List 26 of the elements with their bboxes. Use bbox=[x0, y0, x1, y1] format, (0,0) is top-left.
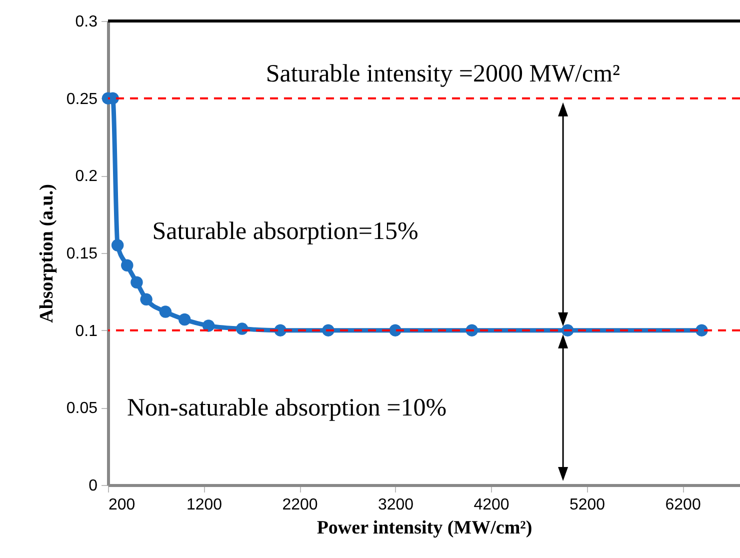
x-tick-label: 5200 bbox=[569, 496, 606, 514]
point bbox=[178, 313, 191, 326]
annotation: Saturable absorption=15% bbox=[152, 218, 418, 246]
y-tick-label: 0.2 bbox=[75, 168, 98, 186]
y-axis-title: Absorption (a.u.) bbox=[36, 184, 58, 323]
x-tick-label: 1200 bbox=[186, 496, 222, 514]
x-axis-title: Power intensity (MW/cm²) bbox=[316, 518, 532, 538]
point bbox=[111, 239, 124, 252]
point bbox=[159, 306, 172, 318]
y-tick-label: 0.05 bbox=[66, 400, 98, 418]
point bbox=[140, 293, 152, 306]
y-tick-label: 0.3 bbox=[75, 14, 98, 30]
y-tick-label: 0 bbox=[88, 478, 98, 494]
y-tick-label: 0.15 bbox=[66, 246, 98, 262]
x-tick-label: 3200 bbox=[378, 496, 414, 514]
x-tick-label: 6200 bbox=[665, 496, 701, 514]
point bbox=[202, 320, 215, 332]
x-tick-label: 2200 bbox=[282, 496, 318, 514]
x-tick-label: 4200 bbox=[474, 496, 510, 514]
point bbox=[130, 276, 143, 288]
y-tick-label: 0.25 bbox=[66, 90, 98, 108]
x-tick-label: 200 bbox=[108, 496, 136, 514]
annotation: Saturable intensity =2000 MW/cm² bbox=[266, 60, 620, 88]
point bbox=[121, 259, 134, 272]
annotation: Non-saturable absorption =10% bbox=[126, 394, 447, 422]
y-tick-label: 0.1 bbox=[75, 322, 98, 340]
